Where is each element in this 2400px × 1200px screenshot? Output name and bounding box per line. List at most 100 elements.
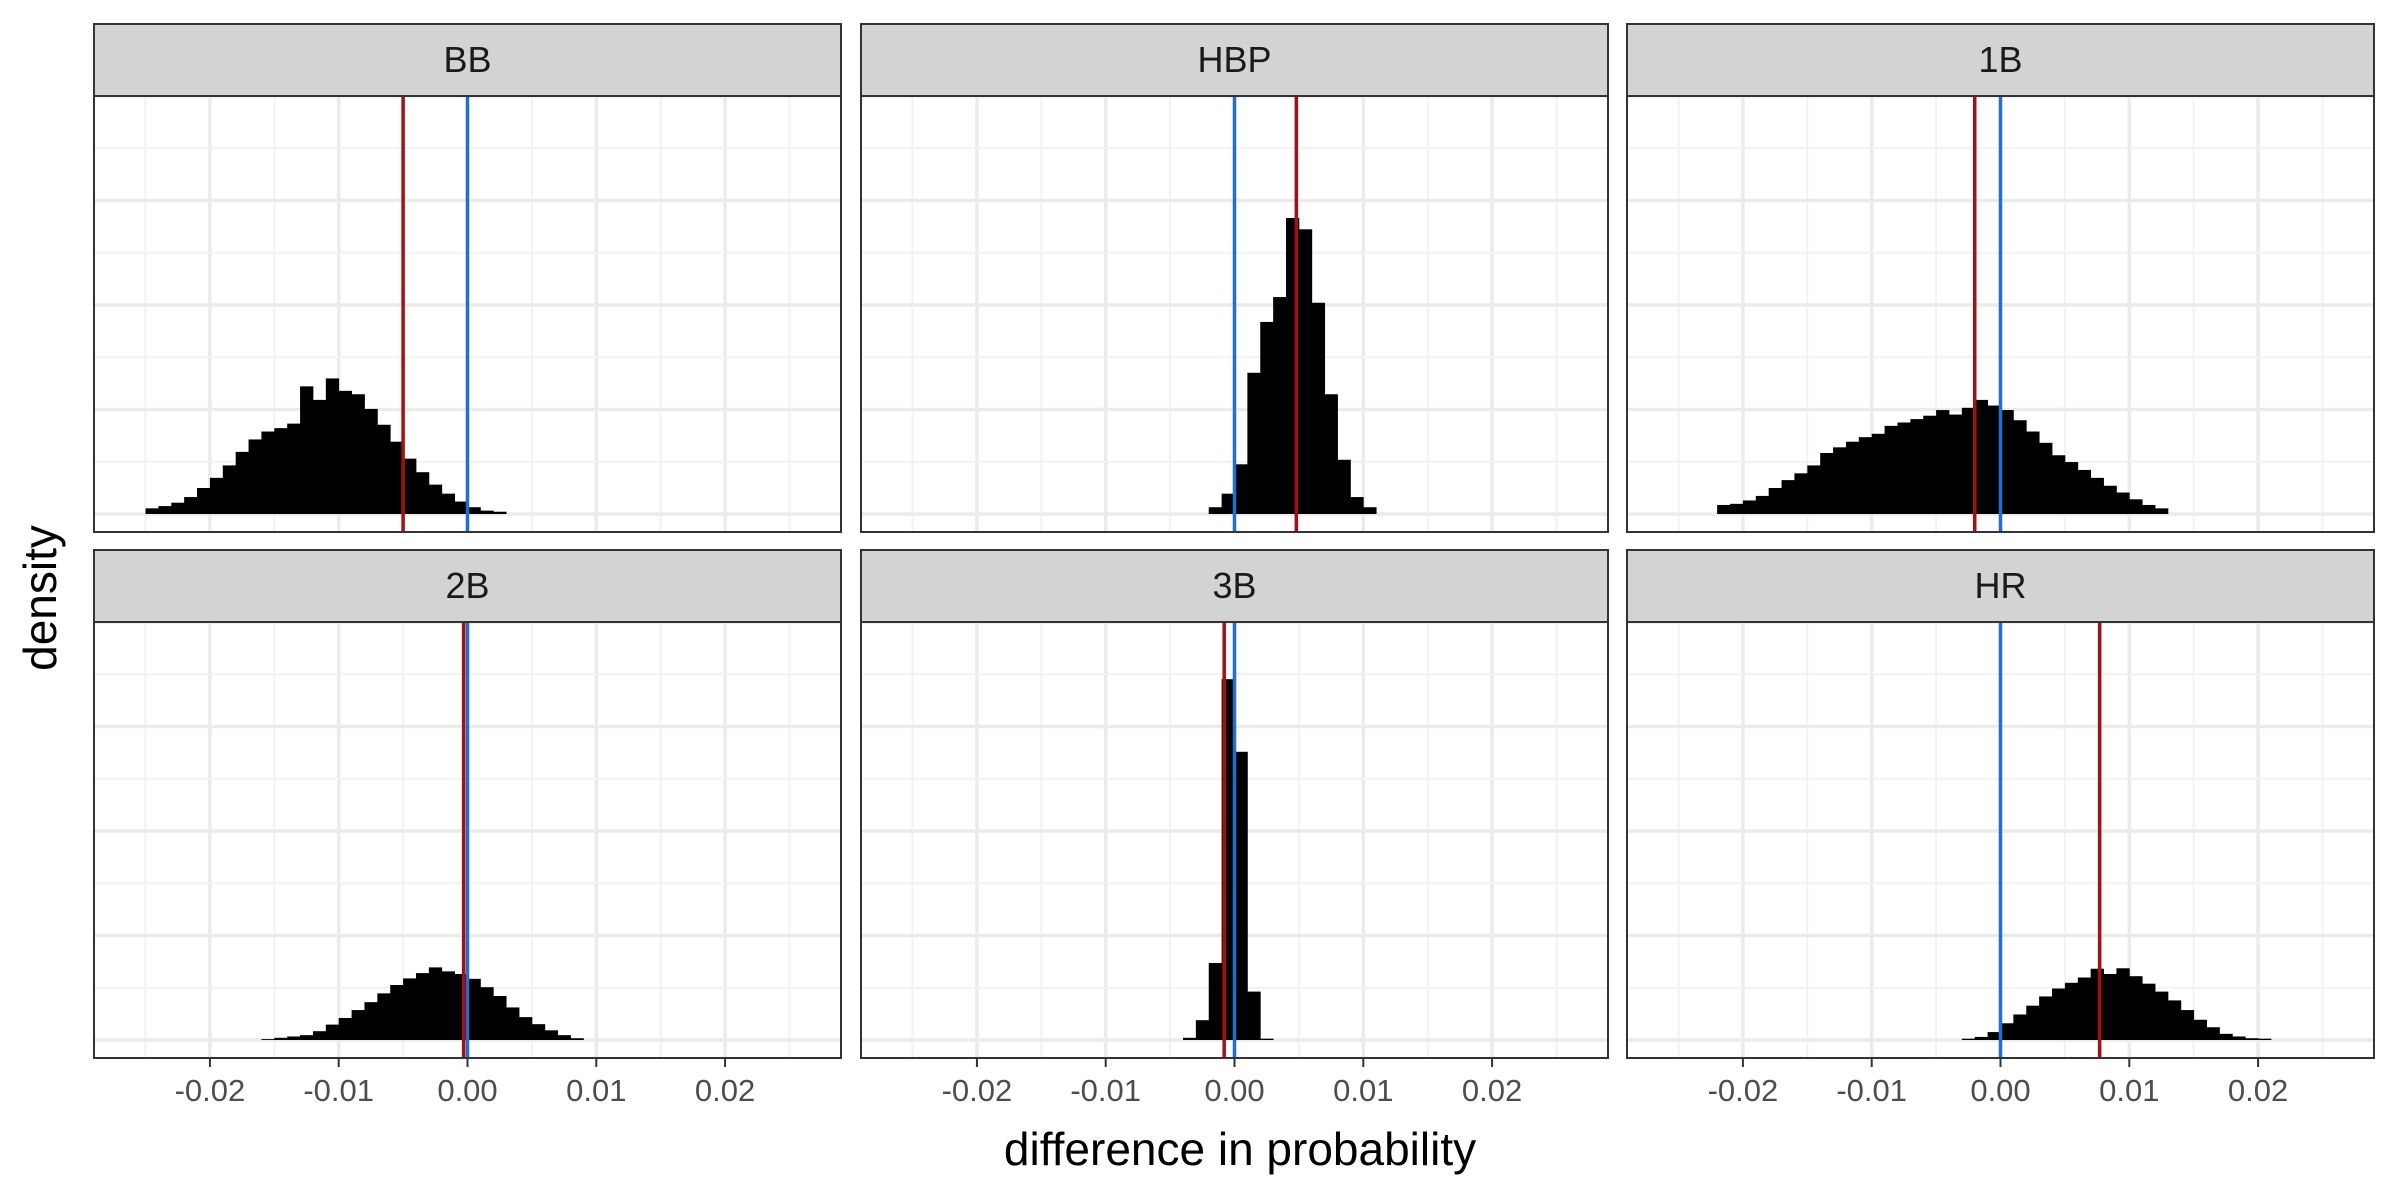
histogram-bar [1807, 465, 1821, 514]
histogram-bar [1195, 1020, 1210, 1040]
x-tick-label: -0.02 [1708, 1073, 1779, 1108]
facet-strip-label: 2B [445, 565, 489, 606]
histogram-bar [570, 1038, 584, 1040]
histogram-bar [351, 1010, 365, 1040]
histogram-bar [2232, 1036, 2246, 1040]
histogram-bar [1936, 410, 1950, 514]
histogram-bar [2000, 410, 2014, 514]
histogram-bar [1884, 425, 1898, 514]
histogram-bar [1948, 414, 1963, 514]
histogram-bar [480, 510, 494, 514]
histogram-bars [261, 967, 584, 1040]
x-tick-label: -0.02 [942, 1073, 1013, 1108]
histogram-bar [2000, 1023, 2014, 1040]
histogram-bar [1337, 459, 1351, 514]
histogram-bar [454, 501, 468, 514]
histogram-bar [312, 1031, 327, 1040]
histogram-bar [2052, 455, 2066, 514]
histogram-bar [1324, 394, 1338, 514]
histogram-bar [1208, 963, 1223, 1040]
histogram-bar [274, 428, 288, 514]
histogram-bar [2142, 504, 2156, 514]
histogram-bar [467, 978, 481, 1040]
histogram-bar [274, 1037, 288, 1040]
x-tick-label: 0.02 [1462, 1073, 1522, 1108]
histogram-bar [403, 458, 417, 514]
histogram-bar [1234, 464, 1248, 514]
x-tick-label: 0.00 [437, 1073, 497, 1108]
histogram-bar [145, 508, 159, 514]
facet-strip [1626, 549, 2375, 623]
histogram-bar [2219, 1033, 2233, 1040]
histogram-bar [300, 1035, 314, 1040]
histogram-bar [441, 971, 456, 1040]
histogram-bar [2193, 1019, 2207, 1040]
histogram-bar [338, 390, 352, 514]
histogram-bars [1208, 218, 1377, 514]
histogram-bar [300, 386, 314, 514]
histogram-bar [261, 1039, 275, 1040]
histogram-bar [2116, 968, 2130, 1040]
facet-strip-label: HR [1975, 565, 2027, 606]
histogram-bar [2026, 1005, 2040, 1040]
histogram-bar [338, 1018, 352, 1040]
histogram-bar [1923, 415, 1937, 514]
histogram-bar [287, 1036, 301, 1040]
histogram-bar [248, 439, 262, 514]
histogram-bar [1234, 751, 1248, 1040]
histogram-bar [325, 1024, 340, 1040]
histogram-bar [2129, 499, 2143, 514]
facet-strip [860, 549, 1609, 623]
x-axis-title: difference in probability [1004, 1123, 1476, 1175]
histogram-bar [1974, 399, 1989, 514]
histogram-bar [2103, 485, 2117, 514]
histogram-bar [531, 1024, 546, 1040]
histogram-bars [1961, 968, 2272, 1040]
histogram-bar [377, 424, 391, 514]
histogram-bar [2090, 477, 2104, 514]
histogram-bar [1247, 991, 1261, 1040]
x-tick-label: -0.01 [1836, 1073, 1907, 1108]
histogram-bar [2013, 1014, 2027, 1040]
histogram-bar [222, 465, 237, 514]
histogram-bar [467, 507, 481, 514]
facet-panel-1b: 1B [1626, 23, 2375, 533]
histogram-bar [1961, 407, 1976, 514]
histogram-bar [1845, 441, 1860, 514]
x-tick-label: 0.00 [1970, 1073, 2030, 1108]
facet-strip-label: HBP [1197, 39, 1271, 80]
facet-strip-label: 1B [1978, 39, 2022, 80]
histogram-bar [1311, 302, 1326, 514]
x-tick-label: -0.02 [175, 1073, 246, 1108]
x-tick-label: 0.02 [2228, 1073, 2288, 1108]
histogram-bar [480, 987, 494, 1040]
y-axis-title: density [14, 525, 66, 671]
histogram-bar [2155, 991, 2169, 1040]
histogram-bar [390, 985, 404, 1040]
histogram-bar [1820, 452, 1834, 514]
histogram-bar [1794, 473, 1808, 514]
facet-panel-hbp: HBP [860, 23, 1609, 533]
histogram-bar [261, 431, 275, 514]
histogram-bar [493, 511, 507, 514]
histogram-bar [1730, 503, 1744, 514]
histogram-bar [2103, 974, 2117, 1040]
histogram-bar [325, 378, 340, 514]
histogram-bar [2077, 977, 2092, 1040]
histogram-bar [1974, 1036, 1989, 1040]
histogram-bar [1363, 507, 1377, 514]
histogram-bar [441, 493, 456, 514]
histogram-bar [1987, 1032, 2001, 1040]
histogram-bar [519, 1017, 533, 1040]
facet-panel-2b: 2B [93, 549, 842, 1059]
facet-strip [1626, 23, 2375, 97]
histogram-bar [1987, 405, 2001, 514]
histogram-bar [415, 472, 430, 514]
facet-strip [93, 23, 842, 97]
facet-strip [860, 23, 1609, 97]
histogram-bars [1717, 399, 2169, 514]
histogram-bar [1910, 419, 1924, 514]
x-tick-label: 0.02 [695, 1073, 755, 1108]
histogram-bar [2039, 442, 2053, 514]
